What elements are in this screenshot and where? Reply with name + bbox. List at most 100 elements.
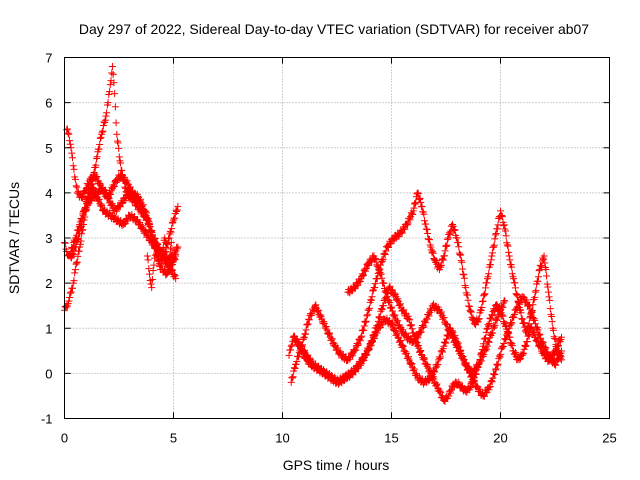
data-point — [516, 356, 524, 364]
data-point — [167, 228, 175, 236]
data-point — [158, 255, 166, 263]
data-point — [459, 270, 467, 278]
data-point — [115, 153, 123, 161]
series-arc-4 — [67, 183, 180, 279]
data-point — [518, 315, 526, 323]
data-point — [394, 317, 402, 325]
data-point — [504, 242, 512, 250]
data-point — [354, 342, 362, 350]
data-point — [439, 256, 447, 264]
data-point — [540, 252, 548, 260]
data-point — [168, 219, 176, 227]
data-point — [444, 235, 452, 243]
data-point — [363, 312, 371, 320]
y-tick-label: 7 — [45, 51, 52, 66]
data-point — [536, 261, 544, 269]
data-point — [305, 316, 313, 324]
data-point — [498, 344, 506, 352]
data-point — [512, 304, 520, 312]
data-point — [287, 378, 295, 386]
data-point — [448, 327, 456, 335]
data-point — [73, 231, 81, 239]
data-point — [286, 346, 294, 354]
data-point — [449, 222, 457, 230]
data-point — [516, 300, 524, 308]
data-point — [63, 125, 71, 133]
data-point — [425, 312, 433, 320]
data-point — [494, 221, 502, 229]
data-point — [376, 314, 384, 322]
data-point — [478, 298, 486, 306]
data-point — [105, 90, 113, 98]
data-point — [164, 258, 172, 266]
data-point — [513, 306, 521, 314]
data-point — [443, 331, 451, 339]
data-point — [314, 307, 322, 315]
data-point — [93, 153, 101, 161]
data-point — [356, 278, 364, 286]
data-point — [443, 321, 451, 329]
data-point — [381, 288, 389, 296]
data-point — [490, 370, 498, 378]
data-point — [302, 330, 310, 338]
data-point — [149, 238, 157, 246]
data-point — [465, 302, 473, 310]
data-point — [295, 353, 303, 361]
data-point — [405, 214, 413, 222]
data-point — [301, 330, 309, 338]
data-point — [165, 267, 173, 275]
data-point — [112, 179, 120, 187]
data-point — [475, 315, 483, 323]
data-point — [118, 167, 126, 175]
data-point — [534, 277, 542, 285]
data-point — [491, 366, 499, 374]
data-point — [554, 356, 562, 364]
data-point — [168, 245, 176, 253]
data-point — [287, 342, 295, 350]
data-point — [71, 266, 79, 274]
data-point — [288, 374, 296, 382]
data-point — [316, 311, 324, 319]
data-point — [494, 360, 502, 368]
data-point — [157, 261, 165, 269]
data-point — [433, 380, 441, 388]
data-point — [159, 243, 167, 251]
data-point — [437, 261, 445, 269]
data-point — [378, 306, 386, 314]
data-point — [81, 207, 89, 215]
data-point — [165, 261, 173, 269]
data-point — [68, 284, 76, 292]
data-point — [531, 288, 539, 296]
data-point — [66, 140, 74, 148]
data-point — [406, 316, 414, 324]
data-point — [443, 241, 451, 249]
data-point — [464, 296, 472, 304]
data-point — [170, 271, 178, 279]
data-point — [485, 386, 493, 394]
data-point — [300, 333, 308, 341]
data-point — [70, 277, 78, 285]
data-point — [430, 367, 438, 375]
data-point — [111, 103, 119, 111]
data-point — [148, 229, 156, 237]
data-point — [451, 226, 459, 234]
data-point — [454, 239, 462, 247]
data-point — [372, 256, 380, 264]
data-point — [531, 316, 539, 324]
data-point — [467, 384, 475, 392]
data-point — [88, 180, 96, 188]
data-point — [547, 311, 555, 319]
data-point — [410, 365, 418, 373]
data-point — [427, 243, 435, 251]
data-point — [378, 274, 386, 282]
x-axis-label: GPS time / hours — [283, 457, 390, 473]
data-point — [361, 351, 369, 359]
data-point — [501, 227, 509, 235]
data-point — [539, 339, 547, 347]
data-point — [359, 326, 367, 334]
data-point — [416, 194, 424, 202]
data-point — [70, 165, 78, 173]
x-tick-label: 15 — [384, 431, 398, 446]
data-point — [506, 256, 514, 264]
